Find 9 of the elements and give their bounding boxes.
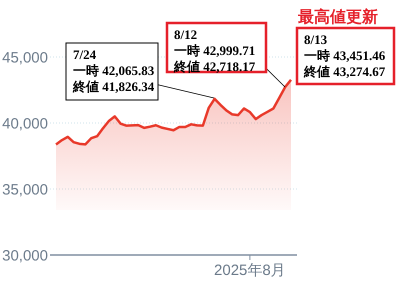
y-tick-label: 40,000	[2, 115, 48, 132]
annotation: 8/12 一時 42,999.71 終値 42,718.17	[173, 27, 256, 74]
x-tick-label: 2025年8月	[214, 262, 286, 279]
annotation: 7/24 一時 42,065.83 終値 41,826.34	[72, 47, 155, 94]
y-tick-label: 35,000	[2, 181, 48, 198]
text: 最高値更新	[297, 7, 378, 26]
y-tick-label: 30,000	[2, 247, 48, 264]
y-tick-label: 45,000	[2, 49, 48, 66]
text: 8/13 一時 43,451.46 終値 43,274.67	[303, 32, 386, 79]
